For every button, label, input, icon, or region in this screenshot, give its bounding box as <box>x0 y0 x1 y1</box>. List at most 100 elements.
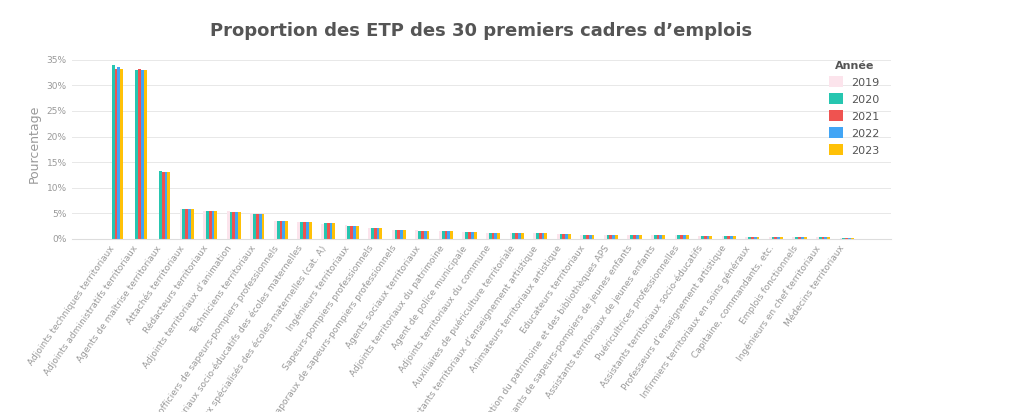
Bar <box>851 238 854 239</box>
Bar <box>356 226 358 239</box>
Bar <box>769 237 772 239</box>
Bar <box>798 237 801 239</box>
Bar <box>439 231 441 239</box>
Bar <box>557 234 559 239</box>
Bar <box>488 233 492 239</box>
Bar <box>612 235 615 239</box>
Bar <box>212 211 214 239</box>
Bar <box>143 70 146 239</box>
Bar <box>447 231 451 239</box>
Bar <box>840 238 843 239</box>
Bar <box>495 233 498 239</box>
Bar <box>521 233 523 239</box>
Bar <box>283 220 286 239</box>
Bar <box>179 209 182 239</box>
Bar <box>515 233 518 239</box>
Bar <box>468 232 471 239</box>
Bar <box>309 222 311 239</box>
Bar <box>821 237 824 239</box>
Bar <box>141 70 143 239</box>
Bar <box>636 235 639 239</box>
Bar <box>371 228 374 239</box>
Bar <box>659 235 663 239</box>
Bar <box>698 236 700 239</box>
Bar <box>418 231 421 239</box>
Bar <box>327 223 330 239</box>
Bar <box>444 231 447 239</box>
Bar <box>700 236 703 239</box>
Bar <box>680 235 683 239</box>
Bar <box>280 221 283 239</box>
Bar <box>321 224 324 239</box>
Bar <box>754 237 757 239</box>
Bar <box>300 222 303 239</box>
Bar <box>581 235 583 239</box>
Bar <box>804 237 807 239</box>
Bar <box>545 233 547 239</box>
Bar <box>185 209 188 239</box>
Bar <box>330 222 333 239</box>
Bar <box>350 226 353 239</box>
Bar <box>793 237 796 239</box>
Bar <box>628 235 630 239</box>
Bar <box>592 235 594 239</box>
Bar <box>725 236 727 239</box>
Bar <box>120 69 123 239</box>
Bar <box>214 211 217 239</box>
Bar <box>347 226 350 239</box>
Bar <box>707 236 710 239</box>
Bar <box>568 234 570 239</box>
Bar <box>369 228 371 239</box>
Bar <box>749 237 751 239</box>
Bar <box>727 236 730 239</box>
Bar <box>112 65 115 239</box>
Bar <box>609 235 612 239</box>
Bar <box>377 228 380 239</box>
Bar <box>843 238 845 239</box>
Bar <box>780 237 783 239</box>
Bar <box>236 212 238 239</box>
Bar <box>250 213 253 239</box>
Bar <box>757 237 760 239</box>
Bar <box>135 70 138 239</box>
Bar <box>471 232 474 239</box>
Bar <box>400 230 403 239</box>
Bar <box>663 235 666 239</box>
Bar <box>615 235 617 239</box>
Bar <box>774 237 777 239</box>
Bar <box>498 233 500 239</box>
Bar <box>253 214 256 239</box>
Bar <box>604 235 606 239</box>
Bar <box>606 235 609 239</box>
Bar <box>733 236 736 239</box>
Bar <box>229 212 232 239</box>
Bar <box>772 237 774 239</box>
Bar <box>259 214 262 239</box>
Bar <box>159 171 162 239</box>
Bar <box>374 228 377 239</box>
Y-axis label: Pourcentage: Pourcentage <box>28 105 41 183</box>
Bar <box>397 230 400 239</box>
Bar <box>656 235 659 239</box>
Bar <box>209 211 212 239</box>
Bar <box>559 234 562 239</box>
Bar <box>286 220 288 239</box>
Bar <box>565 234 568 239</box>
Bar <box>262 214 264 239</box>
Bar <box>710 236 713 239</box>
Bar <box>486 233 488 239</box>
Bar <box>639 235 642 239</box>
Bar <box>536 233 539 239</box>
Bar <box>824 237 827 239</box>
Bar <box>534 233 536 239</box>
Bar <box>297 222 300 239</box>
Title: Proportion des ETP des 30 premiers cadres d’emplois: Proportion des ETP des 30 premiers cadre… <box>210 21 753 40</box>
Bar <box>167 172 170 239</box>
Bar <box>630 235 633 239</box>
Bar <box>651 235 653 239</box>
Bar <box>589 235 592 239</box>
Bar <box>827 237 830 239</box>
Bar <box>188 209 190 239</box>
Bar <box>403 230 406 239</box>
Bar <box>686 235 689 239</box>
